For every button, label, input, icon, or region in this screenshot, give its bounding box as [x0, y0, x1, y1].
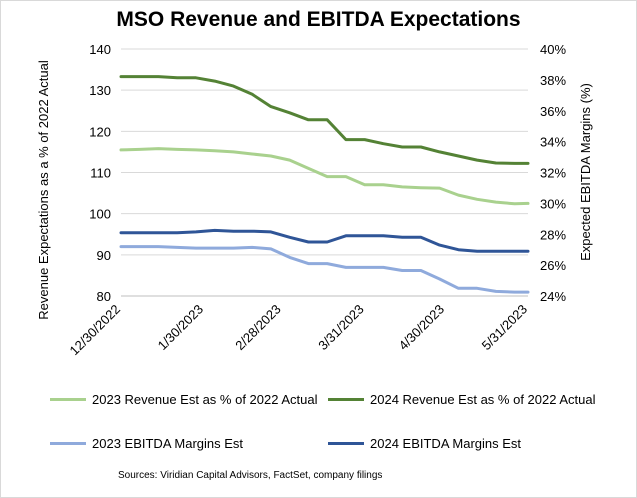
x-tick-label: 2/28/2023: [232, 302, 284, 354]
series-lines: [119, 75, 530, 294]
gridlines: [121, 48, 528, 297]
y2-tick-label: 36%: [540, 104, 566, 119]
y2-tick-label: 26%: [540, 258, 566, 273]
y-tick-label: 90: [97, 248, 111, 263]
legend-swatch: [328, 398, 364, 401]
series-line-2: [119, 75, 530, 165]
legend-item-2024-revenue: 2024 Revenue Est as % of 2022 Actual: [328, 392, 596, 407]
y2-tick-label: 24%: [540, 289, 566, 304]
legend-swatch: [50, 398, 86, 401]
series-line-1: [119, 147, 530, 206]
y-tick-label: 140: [89, 42, 111, 57]
y-tick-label: 100: [89, 207, 111, 222]
y2-tick-label: 32%: [540, 166, 566, 181]
legend-label: 2024 EBITDA Margins Est: [370, 436, 522, 451]
y-tick-label: 80: [97, 289, 111, 304]
y2-tick-label: 38%: [540, 73, 566, 88]
x-tick-label: 1/30/2023: [155, 302, 207, 354]
series-line-4: [119, 228, 530, 253]
chart-title: MSO Revenue and EBITDA Expectations: [116, 8, 521, 31]
series-line-3: [119, 245, 530, 294]
source-note: Sources: Viridian Capital Advisors, Fact…: [118, 470, 383, 481]
legend-item-2023-ebitda: 2023 EBITDA Margins Est: [50, 436, 243, 451]
y-tick-label: 130: [89, 83, 111, 98]
legend-item-2024-ebitda: 2024 EBITDA Margins Est: [328, 436, 521, 451]
y2-axis-label: Expected EBITDA Margins (%): [578, 83, 593, 261]
x-tick-label: 5/31/2023: [479, 302, 531, 354]
legend-label: 2023 EBITDA Margins Est: [92, 436, 244, 451]
y2-tick-label: 34%: [540, 135, 566, 150]
x-tick-label: 4/30/2023: [396, 302, 448, 354]
y-tick-label: 110: [90, 166, 111, 181]
x-tick-label: 3/31/2023: [315, 302, 367, 354]
y-tick-label: 120: [89, 124, 111, 139]
legend-label: 2023 Revenue Est as % of 2022 Actual: [92, 392, 318, 407]
y2-tick-label: 40%: [540, 42, 566, 57]
legend-item-2023-revenue: 2023 Revenue Est as % of 2022 Actual: [50, 392, 318, 407]
x-tick-label: 12/30/2022: [66, 302, 123, 359]
y-axis-label: Revenue Expectations as a % of 2022 Actu…: [36, 60, 51, 320]
y2-tick-label: 28%: [540, 227, 566, 242]
y2-tick-label: 30%: [540, 196, 566, 211]
legend-swatch: [328, 442, 364, 445]
legend-label: 2024 Revenue Est as % of 2022 Actual: [370, 392, 596, 407]
legend-swatch: [50, 442, 86, 445]
